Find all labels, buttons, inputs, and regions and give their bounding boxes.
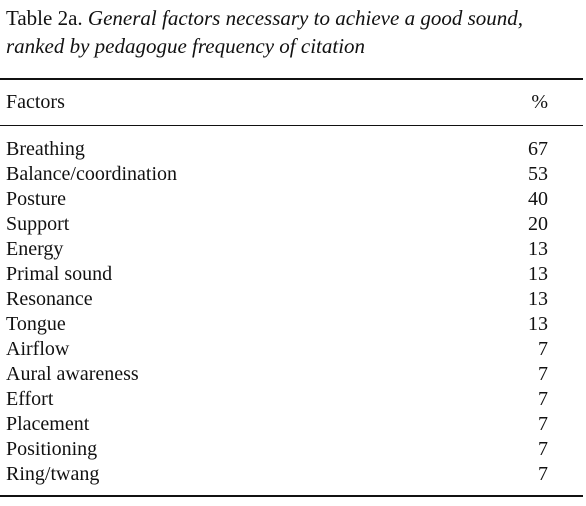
percent-cell: 7 <box>538 413 548 435</box>
percent-cell: 7 <box>538 363 548 385</box>
factor-cell: Breathing <box>6 138 85 160</box>
factor-cell: Energy <box>6 238 64 260</box>
factor-cell: Primal sound <box>6 263 113 285</box>
percent-cell: 7 <box>538 438 548 460</box>
factor-cell: Airflow <box>6 338 70 360</box>
factor-cell: Aural awareness <box>6 363 139 385</box>
factor-cell: Ring/twang <box>6 463 100 485</box>
header-rule <box>0 125 583 126</box>
factor-cell: Support <box>6 213 70 235</box>
percent-cell: 53 <box>528 163 548 185</box>
percent-cell: 7 <box>538 338 548 360</box>
bottom-rule <box>0 495 583 497</box>
header-cell: % <box>531 91 548 113</box>
header-cell: Factors <box>6 91 65 113</box>
percent-cell: 7 <box>538 463 548 485</box>
top-rule <box>0 78 583 80</box>
caption-label: Table 2a. <box>6 6 83 30</box>
percent-cell: 13 <box>528 238 548 260</box>
percent-cell: 40 <box>528 188 548 210</box>
table-caption: Table 2a. General factors necessary to a… <box>6 4 580 60</box>
factor-cell: Placement <box>6 413 90 435</box>
percent-cell: 20 <box>528 213 548 235</box>
factor-cell: Tongue <box>6 313 66 335</box>
factor-cell: Resonance <box>6 288 93 310</box>
caption-text: General factors necessary to achieve a g… <box>6 6 523 58</box>
percent-cell: 13 <box>528 263 548 285</box>
factor-cell: Posture <box>6 188 66 210</box>
percent-cell: 13 <box>528 288 548 310</box>
factor-cell: Effort <box>6 388 54 410</box>
factor-cell: Positioning <box>6 438 98 460</box>
percent-cell: 67 <box>528 138 548 160</box>
percent-cell: 7 <box>538 388 548 410</box>
factor-cell: Balance/coordination <box>6 163 178 185</box>
percent-cell: 13 <box>528 313 548 335</box>
